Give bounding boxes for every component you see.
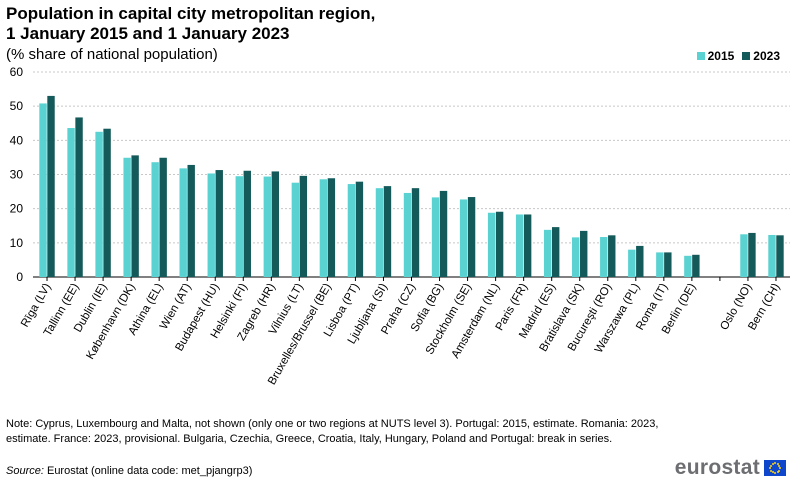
bar-2023 <box>411 188 420 277</box>
source-line: Source: Eurostat (online data code: met_… <box>6 464 252 478</box>
bar-2023 <box>131 155 139 277</box>
chart-title: Population in capital city metropolitan … <box>6 4 375 44</box>
bar-2015 <box>95 131 103 277</box>
bar-2023 <box>495 211 504 277</box>
y-tick-label: 10 <box>10 236 24 250</box>
bar-2015 <box>319 179 328 277</box>
bar-2023 <box>383 186 392 277</box>
flag-star <box>769 469 772 472</box>
bar-2015 <box>67 128 75 277</box>
bar-2015 <box>263 176 272 277</box>
flag-star <box>776 471 779 474</box>
flag-star <box>771 462 774 465</box>
bar-2015 <box>628 249 636 277</box>
bar-2015 <box>684 255 692 277</box>
bar-2015 <box>347 184 356 277</box>
source-text: Eurostat (online data code: met_pjangrp3… <box>43 465 253 477</box>
brand-wordmark: eurostat <box>674 456 760 479</box>
bar-2023 <box>748 232 756 277</box>
y-tick-label: 20 <box>10 202 24 216</box>
flag-star <box>769 464 772 467</box>
bar-2015 <box>459 199 468 277</box>
bar-2015 <box>487 212 496 277</box>
bar-2015 <box>768 234 776 277</box>
bar-2015 <box>39 103 47 277</box>
chart-title-line-2: 1 January 2015 and 1 January 2023 <box>6 24 290 43</box>
bar-2015 <box>515 214 524 277</box>
y-tick-label: 40 <box>10 133 24 147</box>
bar-2023 <box>692 254 700 277</box>
bar-2015 <box>403 192 412 277</box>
y-tick-label: 60 <box>10 65 24 79</box>
chart-title-line-1: Population in capital city metropolitan … <box>6 4 376 23</box>
y-tick-label: 30 <box>10 168 24 182</box>
bar-2023 <box>439 190 448 277</box>
bar-2023 <box>243 170 251 277</box>
bar-2015 <box>235 176 243 277</box>
bar-2023 <box>608 235 616 277</box>
flag-star <box>769 467 771 469</box>
bar-2015 <box>600 237 608 277</box>
bar-2023 <box>636 245 644 277</box>
bar-2015 <box>123 157 131 277</box>
bar-2023 <box>355 181 364 277</box>
legend-item-2023: 2023 <box>742 49 780 63</box>
bar-2015 <box>151 162 159 277</box>
flag-star <box>778 469 781 472</box>
flag-star <box>778 464 781 467</box>
bar-2023 <box>159 157 167 277</box>
legend-swatch-2015 <box>696 52 705 60</box>
bar-2023 <box>776 235 784 277</box>
bar-2015 <box>179 168 187 277</box>
legend-label-2015: 2015 <box>707 49 735 63</box>
bar-2015 <box>291 182 300 277</box>
footnote: Note: Cyprus, Luxembourg and Malta, not … <box>6 418 659 445</box>
eu-flag-icon <box>764 460 786 476</box>
bar-2023 <box>103 128 111 277</box>
bar-2023 <box>664 252 672 277</box>
bar-2023 <box>215 170 223 277</box>
bar-2023 <box>551 227 560 277</box>
bar-2015 <box>572 237 580 277</box>
flag-star <box>776 462 779 465</box>
bar-2023 <box>299 175 308 277</box>
legend-item-2015: 2015 <box>696 49 735 63</box>
bar-2023 <box>47 95 55 278</box>
bar-2015 <box>375 188 384 277</box>
legend-swatch-2023 <box>742 52 751 60</box>
source-label: Source: <box>6 465 44 477</box>
bar-2023 <box>187 164 195 277</box>
bar-2015 <box>543 229 552 277</box>
bar-2023 <box>327 178 336 277</box>
flag-star <box>774 472 776 474</box>
bar-2023 <box>580 230 588 277</box>
chart-subtitle: (% share of national population) <box>6 46 218 63</box>
flag-star <box>771 471 774 474</box>
legend-label-2023: 2023 <box>753 49 780 63</box>
eurostat-logo: eurostat <box>675 456 786 480</box>
y-tick-label: 0 <box>16 270 23 284</box>
bar-2015 <box>740 234 748 277</box>
bar-2015 <box>207 173 215 277</box>
bar-2015 <box>431 197 440 277</box>
flag-star <box>779 467 781 469</box>
bar-2023 <box>271 171 280 277</box>
y-tick-label: 50 <box>10 99 24 113</box>
bar-2023 <box>75 117 83 277</box>
bar-2023 <box>467 197 476 277</box>
flag-star <box>774 462 776 464</box>
legend: 2015 2023 <box>689 49 780 63</box>
bar-2015 <box>656 252 664 277</box>
bar-2023 <box>523 214 532 277</box>
